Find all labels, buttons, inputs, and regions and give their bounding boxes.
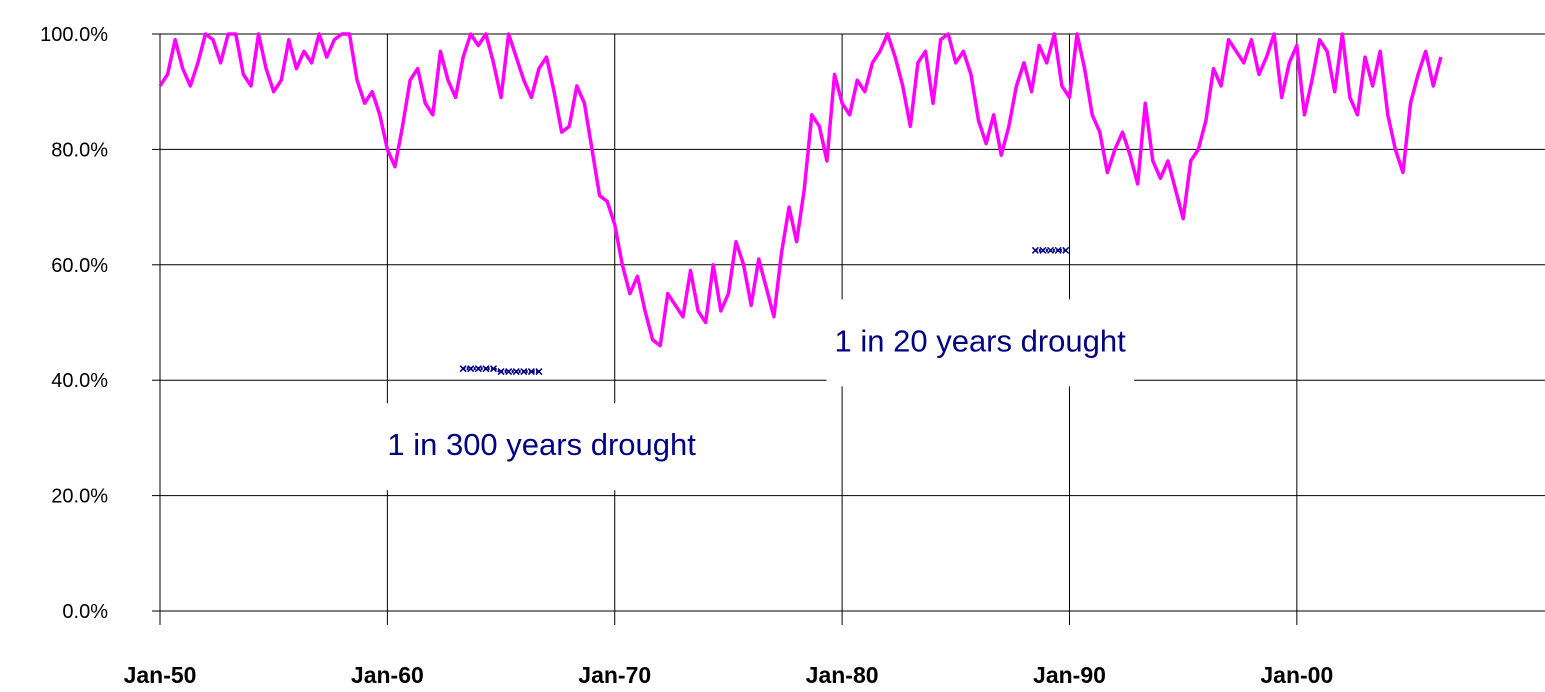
x-tick-label: Jan-50 xyxy=(124,662,197,688)
x-tick-label: Jan-70 xyxy=(578,662,651,688)
drought-level-marker xyxy=(489,365,498,373)
annotation-label: 1 in 300 years drought xyxy=(387,427,696,462)
drought-level-marker xyxy=(474,365,482,373)
x-tick-label: Jan-60 xyxy=(351,662,424,688)
drought-level-marker xyxy=(1054,246,1062,254)
drought-level-line xyxy=(463,367,539,374)
y-tick-label: 60.0% xyxy=(51,255,108,277)
drought-level-marker xyxy=(520,368,528,376)
gridlines xyxy=(159,33,1545,612)
storage-line xyxy=(158,32,1443,348)
drought-level-marker xyxy=(482,365,490,373)
drought-level-marker xyxy=(497,368,505,376)
y-tick-label: 100.0% xyxy=(40,24,108,46)
drought-level-marker xyxy=(535,368,543,376)
drought-level-marker xyxy=(1046,246,1055,254)
annotation-background xyxy=(826,299,1135,387)
drought-level-marker xyxy=(527,368,535,376)
y-tick-label: 20.0% xyxy=(51,486,108,508)
axes: 0.0% 20.0% 40.0% 60.0% 80.0% 100.0% Jan-50 Jan-… xyxy=(40,24,1333,688)
drought-level-marker xyxy=(505,368,513,376)
drought-level-marker xyxy=(1031,246,1039,254)
y-tick-label: 80.0% xyxy=(51,139,108,161)
drought-level-marker xyxy=(1062,246,1070,254)
annotations: 1 in 300 years drought 1 in 20 years drou… xyxy=(387,323,1126,462)
drought-level-marker xyxy=(467,365,475,373)
x-tick-label: Jan-80 xyxy=(806,662,879,688)
drought-level-marker xyxy=(459,365,467,373)
drought-level-marker xyxy=(1039,246,1047,254)
drought-level-marker xyxy=(512,368,520,376)
y-tick-label: 40.0% xyxy=(51,370,108,392)
annotation-label: 1 in 20 years drought xyxy=(835,323,1127,358)
y-tick-label: 0.0% xyxy=(62,601,108,623)
x-tick-label: Jan-00 xyxy=(1260,662,1333,688)
annotation-background xyxy=(379,403,705,491)
x-tick-label: Jan-90 xyxy=(1033,662,1106,688)
series-lines xyxy=(158,32,1443,376)
